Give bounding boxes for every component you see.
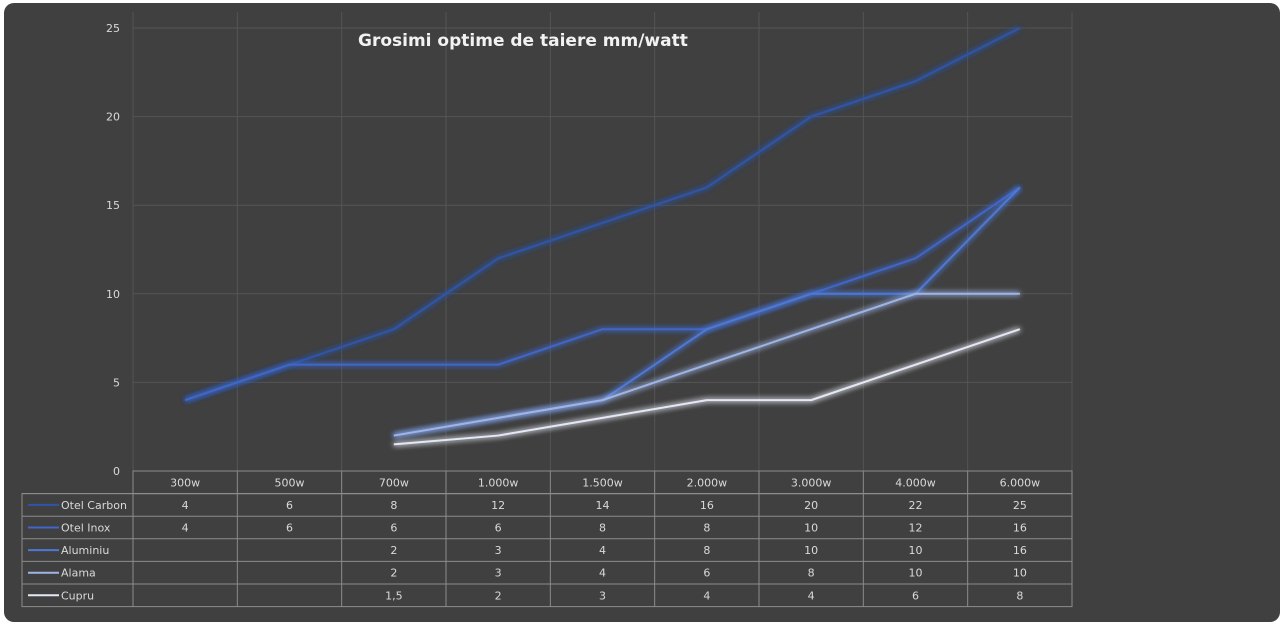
table-cell: 6 [286, 499, 293, 512]
table-cell: 12 [909, 522, 923, 535]
y-tick-label: 10 [106, 288, 120, 301]
table-cell: 4 [599, 567, 606, 580]
chart-frame [4, 3, 1280, 622]
table-cell: 12 [491, 499, 505, 512]
table-cell: 6 [286, 522, 293, 535]
x-category-label: 500w [275, 476, 305, 489]
series-line-cupru [393, 328, 1021, 446]
table-cell: 6 [390, 522, 397, 535]
y-tick-label: 15 [106, 199, 120, 212]
y-tick-label: 20 [106, 111, 120, 124]
table-cell: 2 [495, 589, 502, 602]
table-cell: 10 [804, 522, 818, 535]
table-cell: 4 [808, 589, 815, 602]
table-cell: 8 [390, 499, 397, 512]
table-cell: 2 [390, 544, 397, 557]
table-cell: 8 [703, 522, 710, 535]
series-line-aluminiu [393, 186, 1021, 437]
table-cell: 25 [1013, 499, 1027, 512]
x-category-label: 700w [379, 476, 409, 489]
table-cell: 10 [1013, 567, 1027, 580]
table-cell: 2 [390, 567, 397, 580]
table-cell: 4 [703, 589, 710, 602]
legend-label: Aluminiu [61, 544, 109, 557]
table-cell: 10 [804, 544, 818, 557]
x-category-label: 3.000w [791, 476, 832, 489]
legend-label: Cupru [61, 589, 94, 602]
legend-label: Otel Carbon [61, 499, 127, 512]
table-cell: 16 [1013, 522, 1027, 535]
table-cell: 6 [703, 567, 710, 580]
legend-label: Otel Inox [61, 522, 111, 535]
x-category-label: 300w [170, 476, 200, 489]
table-cell: 20 [804, 499, 818, 512]
table-cell: 8 [703, 544, 710, 557]
chart-title: Grosimi optime de taiere mm/watt [358, 31, 688, 51]
table-cell: 8 [1016, 589, 1023, 602]
table-cell: 8 [599, 522, 606, 535]
table-cell: 14 [596, 499, 610, 512]
table-cell: 8 [808, 567, 815, 580]
table-cell: 1,5 [385, 589, 403, 602]
table-cell: 10 [909, 567, 923, 580]
y-tick-label: 5 [113, 376, 120, 389]
series-line-alama [393, 292, 1020, 437]
y-tick-label: 25 [106, 22, 120, 35]
table-cell: 4 [599, 544, 606, 557]
table-cell: 4 [182, 499, 189, 512]
table-cell: 3 [599, 589, 606, 602]
series-line-otel-carbon [184, 27, 1021, 402]
x-category-label: 1.000w [478, 476, 519, 489]
series-line-otel-inox [184, 186, 1021, 402]
table-cell: 16 [1013, 544, 1027, 557]
table-cell: 4 [182, 522, 189, 535]
x-category-label: 1.500w [582, 476, 623, 489]
y-tick-label: 0 [113, 465, 120, 478]
table-cell: 10 [909, 544, 923, 557]
table-cell: 6 [495, 522, 502, 535]
table-cell: 3 [495, 567, 502, 580]
table-cell: 22 [909, 499, 923, 512]
legend-label: Alama [61, 567, 96, 580]
table-cell: 3 [495, 544, 502, 557]
x-category-label: 2.000w [687, 476, 728, 489]
table-cell: 16 [700, 499, 714, 512]
x-category-label: 4.000w [895, 476, 936, 489]
table-cell: 6 [912, 589, 919, 602]
x-category-label: 6.000w [1000, 476, 1041, 489]
